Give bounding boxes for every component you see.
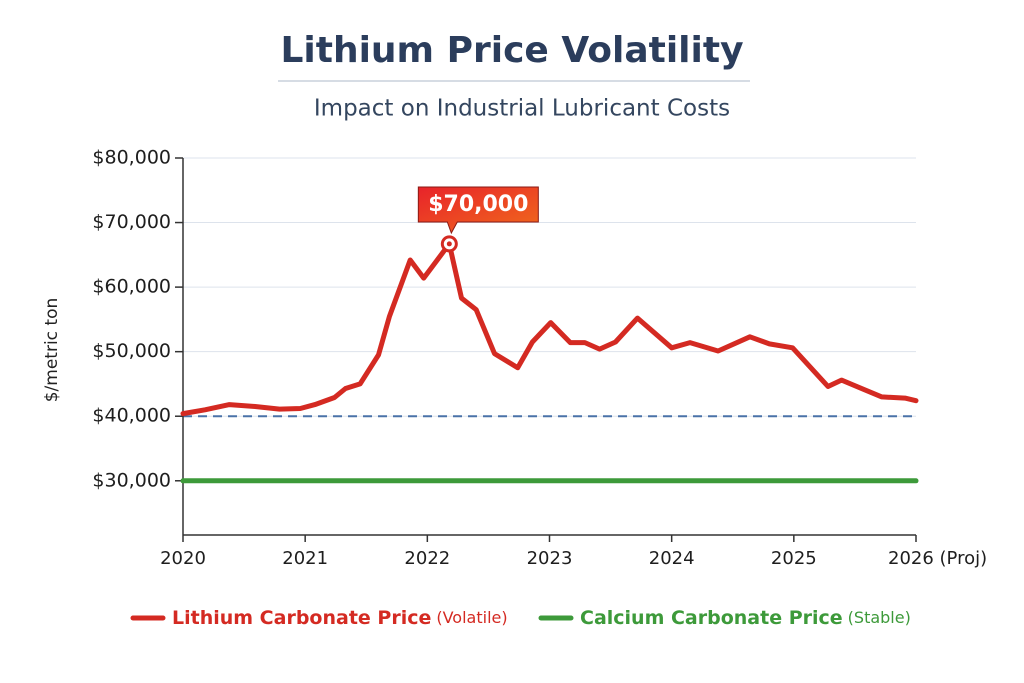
- legend-label: Lithium Carbonate Price (Volatile): [172, 607, 508, 629]
- y-tick-label: $60,000: [92, 276, 171, 298]
- y-axis-label: $/metric ton: [42, 298, 62, 403]
- legend-label: Calcium Carbonate Price (Stable): [580, 607, 911, 629]
- legend-note: (Volatile): [436, 608, 507, 627]
- annotation-box: [417, 186, 539, 235]
- chart-title: Lithium Price Volatility: [280, 30, 743, 71]
- x-tick-label: 2020: [160, 548, 206, 569]
- series-line: [180, 241, 919, 417]
- x-tick-label: 2026 (Proj): [888, 548, 987, 569]
- chart-subtitle: Impact on Industrial Lubricant Costs: [314, 96, 730, 122]
- x-tick-label: 2022: [404, 548, 450, 569]
- legend-name: Calcium Carbonate Price: [580, 607, 843, 629]
- x-tick-label: 2024: [649, 548, 695, 569]
- x-tick-label: 2025: [771, 548, 817, 569]
- y-tick-label: $30,000: [92, 469, 171, 491]
- y-tick-label: $50,000: [92, 340, 171, 362]
- y-tick-label: $80,000: [92, 147, 171, 169]
- x-tick-label: 2021: [282, 548, 328, 569]
- y-tick-label: $70,000: [92, 211, 171, 233]
- annotation-marker-dot: [446, 241, 452, 247]
- x-tick-label: 2023: [527, 548, 573, 569]
- legend-note: (Stable): [848, 608, 911, 627]
- annotation-text: $70,000: [428, 192, 528, 217]
- y-tick-label: $40,000: [92, 405, 171, 427]
- legend-name: Lithium Carbonate Price: [172, 607, 431, 629]
